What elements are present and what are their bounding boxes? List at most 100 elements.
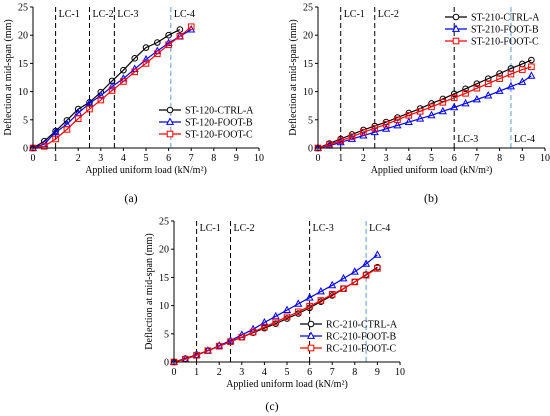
data-point — [165, 41, 172, 49]
data-point — [519, 66, 526, 73]
data-point — [86, 105, 93, 113]
y-tick-label: 25 — [18, 3, 28, 14]
data-point — [339, 273, 348, 282]
data-point — [416, 114, 425, 122]
legend-marker — [306, 331, 316, 339]
legend-entry: RC-210-FOOT-B — [326, 332, 397, 343]
data-point — [142, 60, 150, 67]
data-point — [249, 328, 257, 336]
x-tick-label: 6 — [166, 153, 171, 164]
x-tick-label: 8 — [211, 153, 216, 164]
y-tick-label: 20 — [303, 31, 313, 42]
data-point — [193, 351, 200, 359]
data-point — [394, 116, 401, 124]
data-point — [462, 85, 469, 93]
data-point — [450, 94, 458, 102]
x-tick-label: 2 — [76, 153, 81, 164]
x-tick-label: 6 — [452, 153, 457, 164]
data-point — [473, 80, 481, 88]
x-tick-label: 8 — [352, 367, 357, 378]
data-point — [260, 317, 269, 326]
legend-entry: ST-210-FOOT-C — [471, 37, 539, 48]
load-case-label: LC-2 — [93, 9, 114, 20]
x-axis-title: Applied uniform load (kN/m²) — [226, 379, 348, 390]
y-tick-label: 0 — [308, 144, 313, 155]
data-point — [226, 336, 235, 344]
x-tick-label: 3 — [384, 153, 389, 164]
y-tick-label: 15 — [18, 59, 28, 70]
data-point — [484, 80, 492, 88]
x-tick-label: 4 — [121, 153, 126, 164]
y-tick-label: 25 — [159, 217, 169, 228]
data-point — [473, 84, 481, 92]
y-tick-label: 5 — [164, 329, 169, 340]
legend-marker — [452, 37, 460, 45]
data-point — [74, 105, 82, 113]
legend: ST-210-CTRL-AST-210-FOOT-BST-210-FOOT-C — [445, 13, 540, 48]
series-line — [32, 26, 192, 149]
data-point — [187, 23, 195, 31]
data-point — [317, 297, 325, 304]
data-point — [404, 117, 413, 125]
chart-panel-3: LC-1 LC-2 LC-3 LC-4 0 1 2 3 4 5 6 7 8 9 10 0 5 10 15 20 25 Ap… — [144, 217, 405, 414]
load-case-label: LC-3 — [313, 223, 334, 234]
data-point — [108, 81, 117, 90]
data-point — [142, 44, 150, 51]
data-point — [518, 77, 527, 85]
data-point — [370, 127, 379, 136]
data-point — [462, 89, 469, 97]
panel-label: (b) — [424, 191, 438, 205]
data-point — [472, 94, 481, 103]
data-point — [362, 259, 371, 267]
y-tick-label: 5 — [308, 115, 313, 126]
legend: ST-120-CTRL-AST-120-FOOT-BST-120-FOOT-C — [159, 106, 254, 141]
x-tick-label: 3 — [239, 367, 244, 378]
x-tick-label: 7 — [474, 153, 479, 164]
data-point — [74, 115, 82, 122]
y-axis-title: Deflection at mid-span (mm) — [144, 233, 155, 349]
x-tick-label: 5 — [285, 367, 290, 378]
y-tick-label: 10 — [18, 87, 28, 98]
data-point — [295, 308, 302, 316]
data-point — [360, 128, 367, 136]
data-point — [97, 96, 105, 104]
data-point — [154, 50, 161, 58]
data-point — [484, 90, 493, 99]
data-point — [131, 55, 138, 62]
data-point — [362, 271, 370, 279]
x-tick-label: 5 — [429, 153, 434, 164]
data-point — [215, 342, 223, 350]
legend-entry: RC-210-FOOT-C — [326, 344, 397, 355]
x-axis-title: Applied uniform load (kN/m²) — [371, 165, 493, 176]
y-tick-label: 25 — [303, 3, 313, 14]
data-point — [496, 75, 503, 82]
chart-panel-1: LC-1 LC-2 LC-3 LC-4 0 1 2 3 4 5 6 7 8 9 10 0 5 10 15 20 25 Ap… — [3, 3, 264, 206]
x-tick-label: 7 — [330, 367, 335, 378]
y-tick-label: 0 — [164, 358, 169, 369]
x-tick-label: 7 — [189, 153, 194, 164]
x-tick-label: 4 — [406, 153, 411, 164]
y-axis-title: Deflection at mid-span (mm) — [3, 19, 14, 135]
data-point — [328, 280, 337, 289]
data-point — [294, 299, 303, 307]
legend-marker — [451, 24, 461, 32]
x-tick-label: 1 — [338, 153, 343, 164]
load-case-label: LC-1 — [344, 9, 365, 20]
data-point — [63, 117, 71, 124]
data-point — [495, 86, 504, 94]
data-point — [461, 98, 470, 107]
load-case-label: LC-1 — [59, 9, 80, 20]
legend-marker — [166, 106, 174, 114]
data-point — [120, 66, 127, 74]
load-case-label: LC-3 — [457, 134, 478, 145]
legend-marker — [452, 13, 460, 21]
x-tick-label: 6 — [307, 367, 312, 378]
data-point — [120, 78, 127, 85]
legend-entry: ST-120-CTRL-A — [185, 106, 254, 117]
data-point — [96, 90, 105, 99]
data-point — [337, 137, 344, 144]
data-point — [348, 134, 357, 142]
data-point — [507, 70, 515, 78]
data-point — [282, 305, 292, 314]
x-tick-label: 8 — [497, 153, 502, 164]
